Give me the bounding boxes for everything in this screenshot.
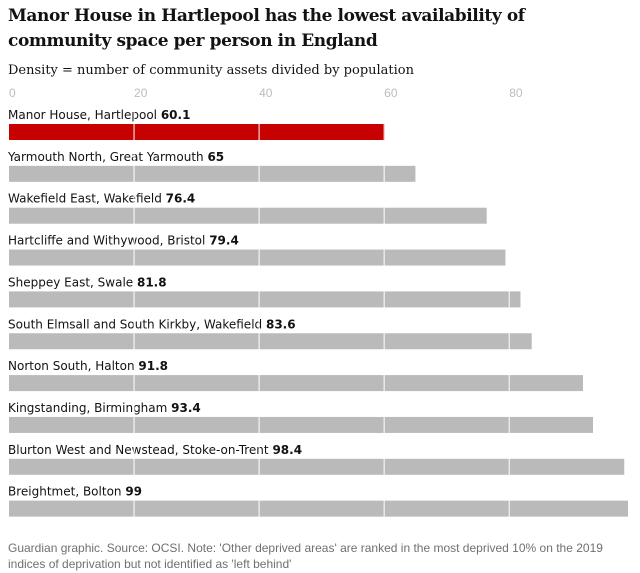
bars: Manor House, Hartlepool 60.1 Yarmouth Nor… <box>7 108 628 517</box>
bar-value-label: 98.4 <box>272 443 302 457</box>
x-tick-label: 40 <box>259 86 273 100</box>
bar-value-label: 65 <box>207 150 224 164</box>
highlight-bar <box>9 124 385 140</box>
bar-label: Wakefield East, Wakefield 76.4 <box>8 192 195 206</box>
bar <box>9 207 487 224</box>
bar-label: Hartcliffe and Withywood, Bristol 79.4 <box>8 234 239 248</box>
chart-title: Manor House in Hartlepool has the lowest… <box>8 6 525 51</box>
bar <box>9 458 625 475</box>
bar-value-label: 91.8 <box>138 359 168 373</box>
bar <box>9 416 593 433</box>
bar-value-label: 76.4 <box>166 192 196 206</box>
bar <box>9 291 521 308</box>
bar-label: Norton South, Halton 91.8 <box>8 359 168 373</box>
bar-value-label: 60.1 <box>161 108 191 122</box>
bar-value-label: 79.4 <box>209 234 239 248</box>
bar <box>9 500 628 517</box>
bar <box>9 249 506 266</box>
source-note: Guardian graphic. Source: OCSI. Note: 'O… <box>8 541 603 571</box>
bar-label: Breightmet, Bolton 99 <box>8 485 142 499</box>
bar-label: Blurton West and Newstead, Stoke-on-Tren… <box>8 443 302 457</box>
bar-label: Yarmouth North, Great Yarmouth 65 <box>7 150 224 164</box>
x-tick-label: 60 <box>384 86 398 100</box>
x-tick-label: 20 <box>134 86 148 100</box>
bar <box>9 165 416 182</box>
bar-label: South Elmsall and South Kirkby, Wakefiel… <box>8 317 296 331</box>
x-tick-label: 80 <box>509 86 523 100</box>
bar <box>9 333 532 350</box>
bar-label: Manor House, Hartlepool 60.1 <box>8 108 190 122</box>
bar-value-label: 93.4 <box>171 401 201 415</box>
bar-value-label: 83.6 <box>266 317 296 331</box>
bar-chart: 0 20 40 60 80 Manor House, Hartlepool 60.1 Ya… <box>7 86 628 524</box>
bar-label: Sheppey East, Swale 81.8 <box>8 275 167 289</box>
bar-value-label: 81.8 <box>137 275 167 289</box>
x-tick-label: 0 <box>9 86 16 100</box>
chart-subtitle: Density = number of community assets div… <box>8 63 415 78</box>
gridlines <box>133 104 510 524</box>
x-axis-ticks: 0 20 40 60 80 <box>9 86 523 100</box>
bar-label: Kingstanding, Birmingham 93.4 <box>8 401 201 415</box>
bar <box>9 375 583 392</box>
